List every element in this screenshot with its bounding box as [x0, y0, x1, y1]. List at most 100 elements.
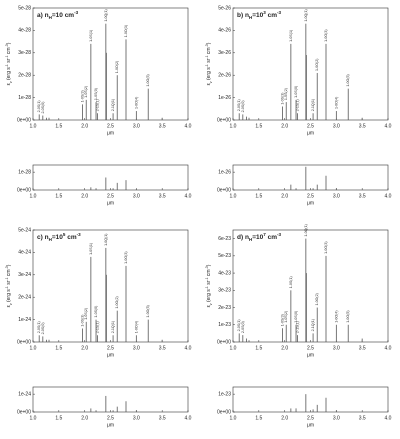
y-axis-label: εν (erg s-1 sr-1 cm-3) [5, 42, 13, 85]
y-tick-label: 2e-24 [18, 295, 31, 301]
x-tick-label: 4.0 [185, 193, 192, 199]
text-part: -3 [277, 232, 282, 237]
line-label: 1-0S(2) [84, 86, 88, 98]
y-tick-label: 5e-24 [18, 227, 31, 233]
y-tick-label: 4e-28 [18, 28, 31, 34]
text-part: ε [206, 304, 212, 307]
text-part: 3 [263, 10, 266, 15]
line-label: 2-0S(1) [37, 100, 41, 112]
text-part: ) [6, 42, 12, 44]
text-part: ν [9, 303, 13, 305]
x-tick-label: 1.5 [55, 345, 62, 351]
line-label: 2-0S(0) [241, 321, 245, 333]
line-label: 1-0O(3) [124, 25, 128, 37]
x-tick-label: 3.5 [159, 123, 166, 129]
line-label: 2-1Q(1) [111, 99, 115, 111]
x-tick-label: 3.0 [333, 415, 340, 421]
y-tick-label: 5e-26 [218, 5, 231, 11]
text-part: cm [206, 269, 212, 277]
y-tick-label: 2e-26 [218, 73, 231, 79]
line-label: 2-0S(1) [237, 99, 241, 111]
line-label: 1-0Q(1) [104, 234, 108, 246]
x-tick-label: 1.5 [55, 415, 62, 421]
x-tick-label: 4.0 [185, 345, 192, 351]
x-axis-label: μm [307, 200, 314, 206]
y-tick-label: 0e+00 [217, 117, 231, 123]
line-label: 1-0O(2) [315, 293, 319, 305]
x-axis-label: μm [107, 422, 114, 428]
text-part: -1 [205, 55, 209, 58]
line-label: 1-0O(4) [134, 97, 138, 109]
y-tick-label: 1e-28 [18, 95, 31, 101]
line-label: 1-0O(5) [346, 310, 350, 322]
line-label: 1-0S(2) [284, 311, 288, 323]
line-label: 1-0O(4) [334, 97, 338, 109]
line-label: 1-0S(3) [281, 314, 285, 326]
x-tick-label: 2.0 [81, 415, 88, 421]
x-tick-label: 4.0 [385, 415, 392, 421]
line-label: 2-0S(1) [37, 321, 41, 333]
text-part: 7 [263, 232, 266, 237]
y-tick-label: 1e-23 [218, 391, 231, 397]
line-label: 1-0S(1) [289, 276, 293, 288]
text-part: =10 [52, 234, 63, 241]
text-part: -3 [5, 44, 9, 47]
text-part: sr [206, 58, 212, 64]
text-part: -1 [5, 277, 9, 280]
x-tick-label: 2.5 [107, 415, 114, 421]
y-tick-label: 3e-24 [18, 272, 31, 278]
panel-title: c) nH=105 cm-3 [37, 232, 81, 242]
text-part: ) [206, 264, 212, 266]
x-tick-label: 4.0 [185, 123, 192, 129]
y-tick-label: 1e-28 [18, 169, 31, 175]
x-tick-label: 2.5 [307, 193, 314, 199]
line-label: 1-0S(0) [94, 88, 98, 100]
x-tick-label: 3.0 [333, 345, 340, 351]
x-axis-label: μm [307, 422, 314, 428]
line-label: 1-0O(3) [124, 251, 128, 263]
text-part: b) n [237, 12, 249, 19]
panel-title: a) nH=10 cm-3 [37, 10, 79, 20]
line-label: 1-0S(0) [94, 306, 98, 318]
text-part: d) n [237, 234, 249, 241]
text-part: ε [6, 82, 12, 85]
text-part: ν [9, 81, 13, 83]
line-label: 1-0O(2) [115, 296, 119, 308]
text-part: cm [65, 234, 76, 241]
text-part: ) [206, 42, 212, 44]
panel-title: b) nH=103 cm-3 [237, 10, 281, 20]
x-tick-label: 3.5 [159, 193, 166, 199]
line-label: 1-0Q(1) [304, 224, 308, 236]
y-tick-label: 5e-23 [218, 253, 231, 259]
text-part: =10 cm [52, 12, 74, 19]
y-tick-label: 5e-28 [18, 5, 31, 11]
text-part: -3 [205, 266, 209, 269]
text-part: (erg s [206, 67, 212, 82]
text-part: (erg s [6, 67, 12, 82]
y-axis-label: εν (erg s-1 sr-1 cm-3) [5, 264, 13, 307]
x-tick-label: 2.0 [81, 123, 88, 129]
text-part: =10 [252, 234, 263, 241]
line-label: 1-0S(2) [84, 308, 88, 320]
x-tick-label: 3.0 [333, 193, 340, 199]
x-tick-label: 1.5 [255, 193, 262, 199]
plot-frame [32, 386, 189, 413]
line-label: 1-0S(1) [289, 30, 293, 42]
line-label: 1-0S(1) [89, 30, 93, 42]
text-part: =10 [252, 12, 263, 19]
y-axis-label: εν (erg s-1 sr-1 cm-3) [205, 264, 213, 307]
x-tick-label: 2.5 [107, 123, 114, 129]
x-tick-label: 3.5 [359, 193, 366, 199]
plot-frame [232, 164, 389, 191]
x-tick-label: 3.5 [359, 415, 366, 421]
text-part: -3 [77, 232, 82, 237]
text-part: ν [209, 81, 213, 83]
text-part: cm [206, 47, 212, 55]
x-tick-label: 1.5 [55, 193, 62, 199]
line-label: 1-0S(2) [284, 88, 288, 100]
x-tick-label: 2.0 [281, 123, 288, 129]
x-tick-label: 2.0 [81, 345, 88, 351]
text-part: -3 [277, 10, 282, 15]
x-tick-label: 4.0 [385, 193, 392, 199]
